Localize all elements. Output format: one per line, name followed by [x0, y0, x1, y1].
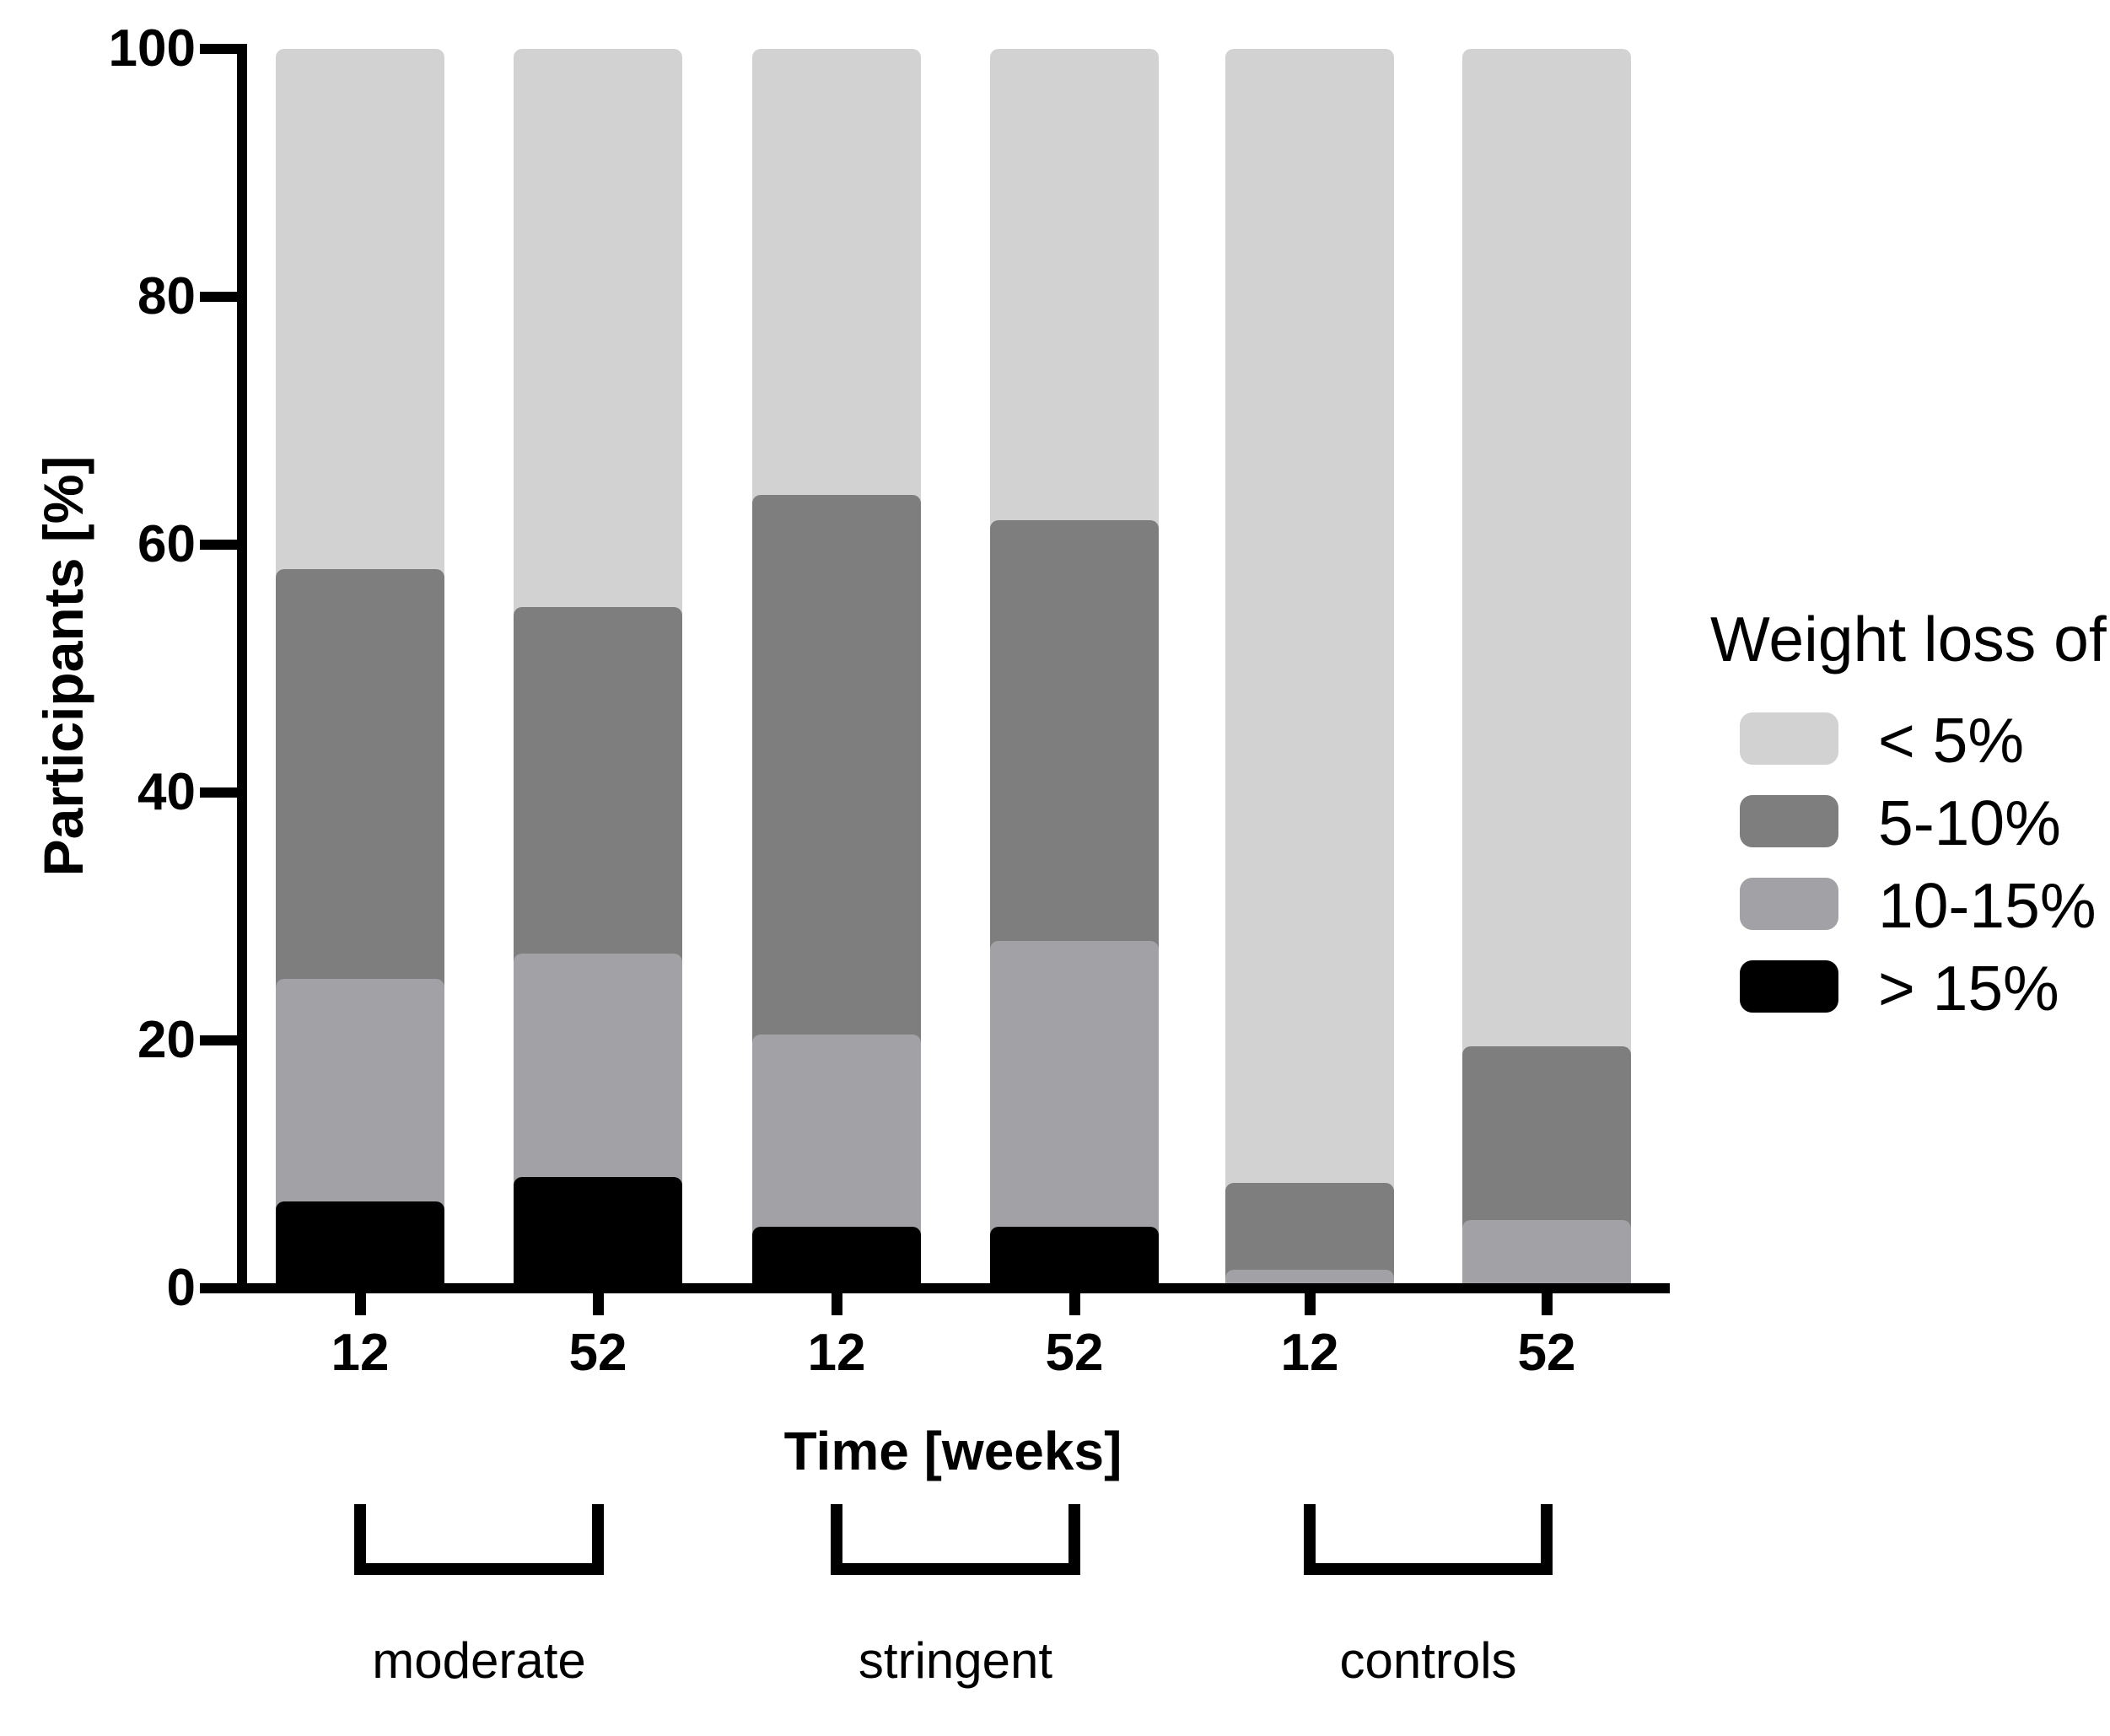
group-label-stringent: stringent — [858, 1632, 1053, 1689]
y-tick — [200, 540, 237, 550]
x-tick — [1541, 1293, 1553, 1315]
bar-segment-1015 — [1462, 1220, 1631, 1288]
y-axis-line — [237, 44, 247, 1293]
bar-segment-15 — [276, 1201, 444, 1288]
group-label-controls: controls — [1339, 1632, 1517, 1689]
group-label-moderate: moderate — [372, 1632, 586, 1689]
bar-segment-15 — [514, 1176, 682, 1288]
legend-swatch-15 — [1740, 960, 1838, 1013]
y-tick — [200, 292, 237, 302]
y-tick — [200, 1283, 237, 1293]
x-tick — [1304, 1293, 1316, 1315]
legend-label: 5-10% — [1878, 787, 2061, 858]
x-tick-label: 12 — [331, 1324, 390, 1382]
x-tick — [354, 1293, 366, 1315]
y-tick — [200, 787, 237, 798]
group-bracket-stringent — [831, 1504, 1080, 1575]
y-tick-label: 60 — [137, 515, 196, 573]
y-tick-label: 80 — [137, 267, 196, 325]
bar-segment-15 — [990, 1226, 1159, 1288]
y-tick-label: 20 — [137, 1011, 196, 1069]
group-bracket-moderate — [354, 1504, 604, 1575]
legend-title: Weight loss of — [1710, 604, 2107, 675]
x-tick-label: 12 — [807, 1324, 866, 1382]
x-axis-line — [237, 1283, 1670, 1293]
x-axis-title: Time [weeks] — [783, 1421, 1122, 1481]
x-tick — [592, 1293, 604, 1315]
group-bracket-controls — [1304, 1504, 1553, 1575]
x-tick-label: 12 — [1280, 1324, 1339, 1382]
legend-label: 10-15% — [1878, 870, 2097, 941]
x-tick — [831, 1293, 842, 1315]
bar-segment-15 — [752, 1226, 921, 1288]
legend-swatch-5 — [1740, 712, 1838, 765]
x-tick-label: 52 — [1045, 1324, 1104, 1382]
legend-label: < 5% — [1878, 705, 2025, 776]
x-tick-label: 52 — [1517, 1324, 1576, 1382]
y-tick-label: 40 — [137, 763, 196, 821]
y-tick — [200, 1035, 237, 1045]
legend-label: > 15% — [1878, 953, 2059, 1024]
bar-segment-5 — [1225, 49, 1394, 1288]
y-tick — [200, 44, 237, 54]
x-tick — [1068, 1293, 1080, 1315]
legend-swatch-510 — [1740, 795, 1838, 847]
y-tick-label: 0 — [166, 1259, 196, 1317]
x-tick-label: 52 — [568, 1324, 627, 1382]
y-tick-label: 100 — [108, 19, 196, 78]
legend-swatch-1015 — [1740, 878, 1838, 930]
